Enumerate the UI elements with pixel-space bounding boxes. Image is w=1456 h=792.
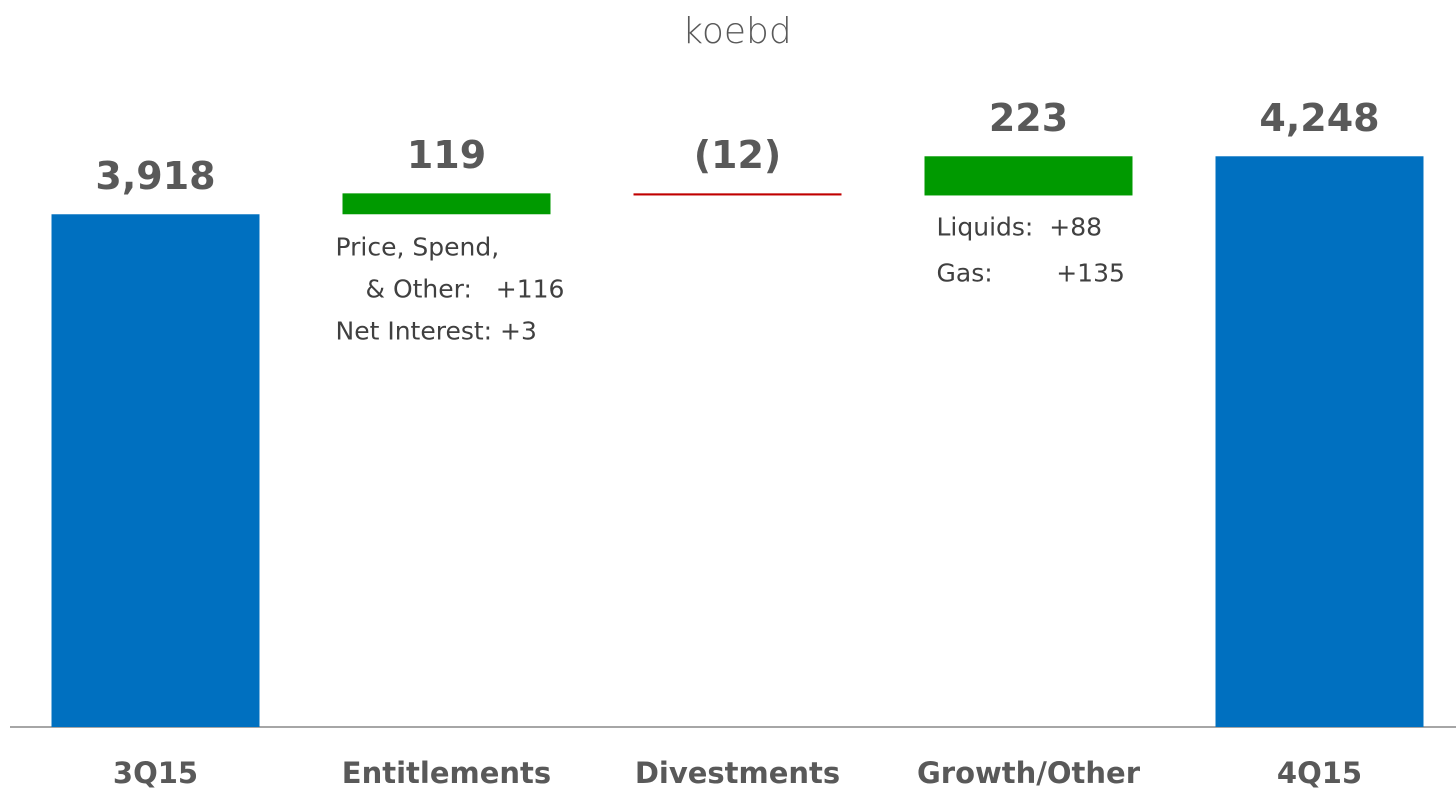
bar: [1215, 156, 1424, 727]
annotation: Gas: +135: [937, 258, 1125, 287]
bar: [924, 156, 1133, 196]
value-label: 119: [407, 133, 486, 177]
annotation: Liquids: +88: [937, 212, 1103, 241]
x-tick-label: Entitlements: [342, 756, 551, 790]
value-label: 223: [989, 96, 1068, 140]
x-tick-label: 4Q15: [1277, 756, 1362, 790]
bar: [633, 193, 842, 196]
value-label: 4,248: [1259, 96, 1379, 140]
bar: [51, 214, 260, 727]
x-tick-label: Divestments: [635, 756, 840, 790]
bar: [342, 193, 551, 215]
value-label: 3,918: [95, 154, 215, 198]
value-label: (12): [694, 133, 782, 177]
annotation: & Other: +116: [366, 274, 565, 303]
x-tick-label: 3Q15: [113, 756, 198, 790]
x-tick-label: Growth/Other: [917, 756, 1141, 790]
annotation: Net Interest: +3: [336, 316, 537, 345]
annotation: Price, Spend,: [336, 232, 500, 261]
chart-title: koebd: [682, 11, 791, 52]
